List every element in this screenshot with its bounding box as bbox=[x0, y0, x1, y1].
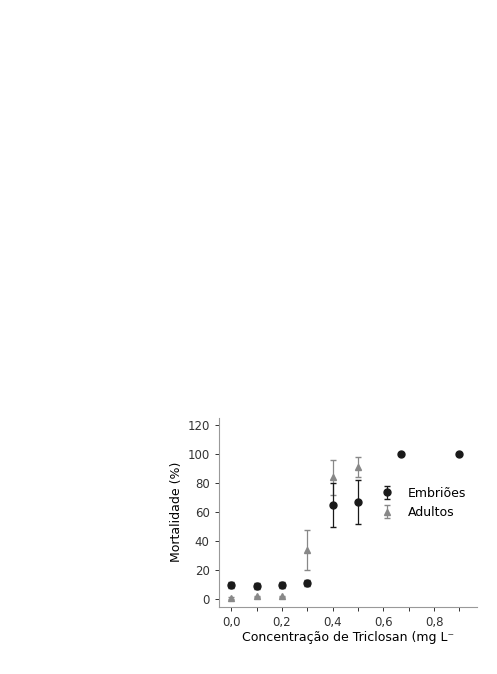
FancyBboxPatch shape bbox=[180, 382, 496, 663]
Y-axis label: Mortalidade (%): Mortalidade (%) bbox=[170, 462, 183, 562]
Legend: Embriões, Adultos: Embriões, Adultos bbox=[369, 482, 471, 524]
X-axis label: Concentração de Triclosan (mg L⁻: Concentração de Triclosan (mg L⁻ bbox=[242, 632, 454, 644]
